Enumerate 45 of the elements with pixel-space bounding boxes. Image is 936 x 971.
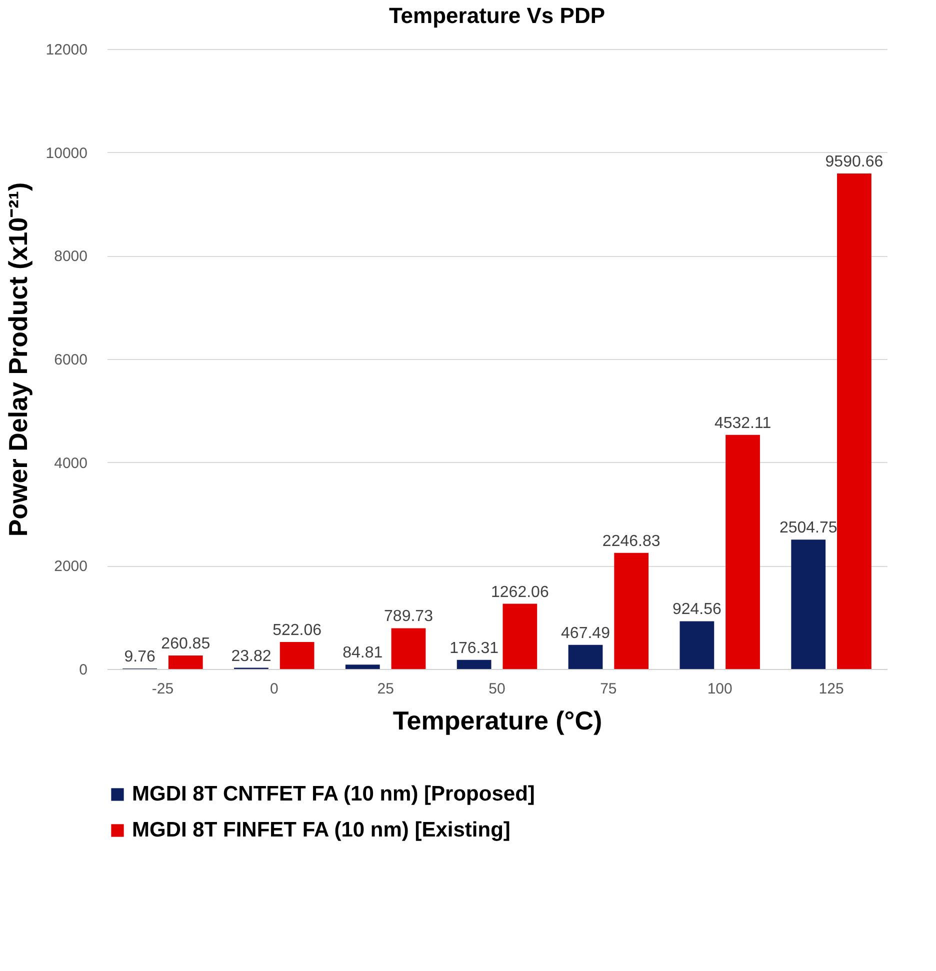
x-tick-label: 50 — [488, 680, 506, 698]
x-tick-label: 100 — [707, 680, 732, 698]
x-axis-title: Temperature (°C) — [392, 706, 602, 736]
bar — [391, 628, 426, 669]
bar — [345, 664, 380, 669]
bar — [791, 540, 826, 669]
y-axis-title: Power Delay Product (x10⁻²¹) — [2, 182, 33, 537]
data-label: 260.85 — [161, 636, 210, 653]
y-tick-label: 2000 — [54, 558, 88, 576]
data-label: 1262.06 — [491, 584, 549, 601]
bar — [456, 660, 492, 669]
data-label: 924.56 — [672, 601, 722, 618]
data-label: 176.31 — [450, 640, 499, 657]
bar — [837, 173, 872, 669]
x-tick-label: 0 — [270, 680, 278, 698]
data-label: 789.73 — [384, 608, 434, 626]
chart-title: Temperature Vs PDP — [388, 3, 606, 28]
data-label: 2246.83 — [602, 532, 660, 550]
bar — [168, 656, 203, 669]
y-tick-label: 8000 — [54, 248, 88, 266]
data-label: 467.49 — [561, 624, 610, 642]
bar — [280, 642, 314, 669]
x-tick-label: -25 — [152, 680, 174, 698]
data-label: 23.82 — [231, 648, 272, 665]
x-tick-label: 75 — [600, 680, 617, 698]
data-label: 2504.75 — [779, 520, 838, 537]
legend-label: MGDI 8T FINFET FA (10 nm) [Existing] — [132, 818, 510, 842]
data-label: 9590.66 — [825, 153, 884, 170]
bar — [502, 604, 538, 669]
data-label: 84.81 — [342, 644, 383, 662]
x-tick-label: 25 — [377, 680, 394, 698]
bar — [614, 552, 649, 669]
x-tick-label: 125 — [818, 680, 844, 698]
legend-label: MGDI 8T CNTFET FA (10 nm) [Proposed] — [132, 782, 535, 806]
bar — [726, 434, 760, 669]
y-tick-label: 10000 — [46, 144, 88, 162]
y-tick-label: 0 — [79, 662, 88, 678]
y-tick-label: 4000 — [54, 454, 88, 472]
data-label: 522.06 — [272, 622, 322, 640]
bar — [680, 621, 714, 669]
y-tick-label: 12000 — [46, 42, 88, 58]
data-label: 4532.11 — [714, 414, 772, 432]
data-label: 9.76 — [124, 648, 156, 666]
y-tick-label: 6000 — [54, 352, 88, 368]
bar — [568, 644, 603, 669]
